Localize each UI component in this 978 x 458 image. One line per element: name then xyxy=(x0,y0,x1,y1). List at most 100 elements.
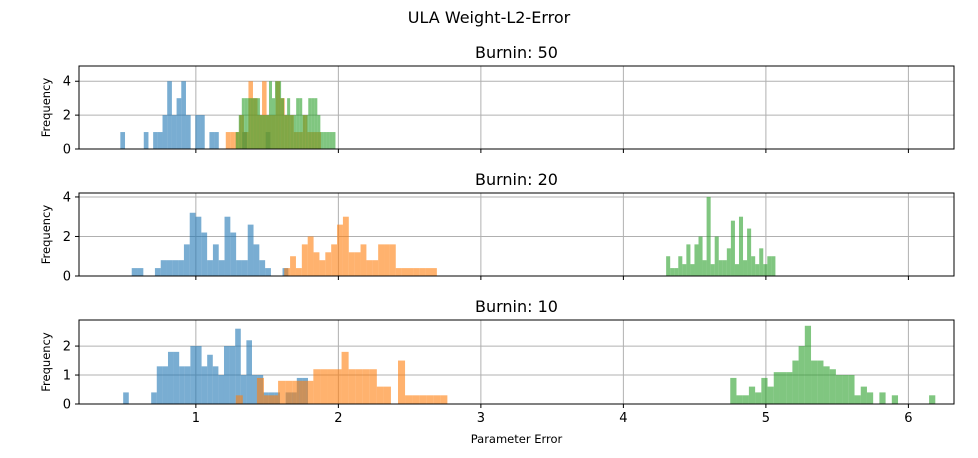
histogram-bar xyxy=(235,132,239,149)
histogram-bar xyxy=(240,375,247,404)
histogram-bar xyxy=(694,244,699,276)
subplot-3: 1 2 3 4 5 6 0 1 2 Burnin: 10 Frequency Parameter Er… xyxy=(39,297,955,446)
histogram-bar xyxy=(314,98,318,149)
histogram-bar xyxy=(224,216,231,276)
histogram-bar xyxy=(167,81,172,149)
x-tick-label: 3 xyxy=(477,411,485,426)
histogram-bar xyxy=(246,340,252,404)
histogram-bar xyxy=(734,264,739,276)
histogram-bar xyxy=(860,386,867,404)
histogram-bar xyxy=(771,256,776,276)
histogram-bar xyxy=(251,375,258,404)
histogram-bar xyxy=(726,248,731,276)
histogram-bar xyxy=(296,98,300,149)
histogram-bar xyxy=(866,392,874,404)
histogram-bar xyxy=(143,132,149,149)
histogram-bar xyxy=(293,115,297,149)
histogram-bar xyxy=(362,369,370,404)
histogram-bar xyxy=(281,98,285,149)
histogram-bar xyxy=(154,268,161,276)
y-tick-label: 0 xyxy=(63,270,71,285)
histogram-bar xyxy=(751,256,756,276)
histogram-bar xyxy=(272,98,276,149)
histogram-bar xyxy=(185,115,191,149)
histogram-bar xyxy=(706,196,711,276)
histogram-bar xyxy=(325,252,332,276)
y-axis-label: Frequency xyxy=(39,78,53,138)
histogram-bar xyxy=(742,395,749,404)
histogram-bar xyxy=(253,98,257,149)
y-tick-label: 0 xyxy=(63,143,71,158)
histogram-bar xyxy=(702,260,707,276)
series-2-bars xyxy=(284,216,437,276)
histogram-bar xyxy=(200,115,205,149)
histogram-bar xyxy=(929,395,936,404)
histogram-bar xyxy=(313,252,320,276)
subplots: 0 2 4 Burnin: 50 Frequency 0 2 4 Burnin: 20 Frequ… xyxy=(39,43,955,446)
histogram-bar xyxy=(214,132,219,149)
histogram-bar xyxy=(207,260,213,276)
x-tick-label: 1 xyxy=(192,411,200,426)
histogram-bar xyxy=(290,115,294,149)
histogram-bar xyxy=(131,268,138,276)
histogram-bar xyxy=(337,224,343,276)
histogram-bar xyxy=(829,369,836,404)
histogram-bar xyxy=(755,392,762,404)
histogram-bar xyxy=(384,244,390,276)
histogram-bar xyxy=(718,260,723,276)
histogram-bar xyxy=(190,346,196,404)
subplot-title: Burnin: 20 xyxy=(475,170,558,189)
histogram-bar xyxy=(244,98,248,149)
histogram-bar xyxy=(278,380,286,404)
x-tick-label: 6 xyxy=(904,411,912,426)
histogram-bar xyxy=(263,395,272,404)
histogram-bar xyxy=(120,132,126,149)
histogram-bar xyxy=(285,380,293,404)
histogram-bar xyxy=(178,260,184,276)
histogram-bar xyxy=(160,260,167,276)
histogram-bar xyxy=(743,260,748,276)
histogram-bar xyxy=(137,268,144,276)
histogram-bar xyxy=(290,256,296,276)
series-3-bars xyxy=(235,81,336,149)
histogram-bar xyxy=(389,244,396,276)
subplot-title: Burnin: 50 xyxy=(475,43,558,62)
histogram-bar xyxy=(247,224,254,276)
histogram-bar xyxy=(331,244,338,276)
histogram-bar xyxy=(366,260,373,276)
histogram-bar xyxy=(247,98,251,149)
histogram-bar xyxy=(747,228,752,276)
histogram-bar xyxy=(674,268,679,276)
histogram-bar xyxy=(250,98,254,149)
histogram-bar xyxy=(670,268,675,276)
histogram-bar xyxy=(278,81,282,149)
y-tick-label: 2 xyxy=(63,109,71,124)
histogram-bar xyxy=(284,268,291,276)
histogram-bar xyxy=(323,132,327,149)
histogram-bar xyxy=(241,98,245,149)
histogram-bar xyxy=(722,260,727,276)
y-axis-label: Frequency xyxy=(39,332,53,392)
histogram-bar xyxy=(811,360,818,404)
histogram-bar xyxy=(195,216,202,276)
histogram-bar xyxy=(235,328,241,404)
histogram-bar xyxy=(779,372,787,404)
histogram-bar xyxy=(804,325,812,404)
histogram-bar xyxy=(317,115,321,149)
histogram-bar xyxy=(162,115,168,149)
histogram-bar xyxy=(773,372,780,404)
histogram-bar xyxy=(306,380,314,404)
histogram-bar xyxy=(176,98,182,149)
histogram-bar xyxy=(212,244,219,276)
histogram-bar xyxy=(690,264,695,276)
histogram-bar xyxy=(265,268,271,276)
histogram-bar xyxy=(326,132,330,149)
x-tick-label: 2 xyxy=(334,411,342,426)
histogram-bar xyxy=(256,377,264,404)
histogram-bar xyxy=(123,392,129,404)
histogram-bar xyxy=(292,380,300,404)
histogram-bar xyxy=(166,260,173,276)
histogram-bar xyxy=(686,244,691,276)
histogram-bar xyxy=(179,366,185,404)
subplot-1: 0 2 4 Burnin: 50 Frequency xyxy=(39,43,955,158)
